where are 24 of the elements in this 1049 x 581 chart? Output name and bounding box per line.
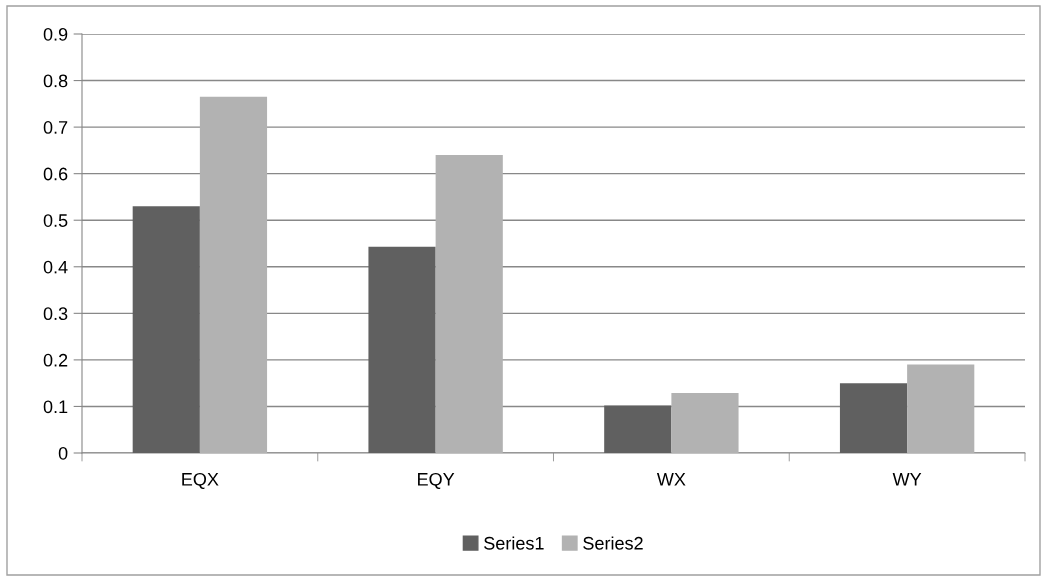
y-tick-label: 0.5 — [43, 214, 68, 227]
x-tick-label: WY — [892, 473, 922, 486]
y-tick-label: 0.4 — [43, 260, 68, 274]
y-tick-label: 0 — [58, 446, 68, 460]
x-tick-label: EQX — [182, 472, 219, 489]
bar — [907, 364, 975, 453]
bar — [435, 155, 503, 453]
bar — [199, 96, 268, 453]
bar — [671, 392, 739, 453]
y-tick-label: 0.7 — [43, 121, 68, 134]
bar — [132, 206, 200, 453]
x-tick-label: EQY — [418, 472, 455, 489]
y-tick-label: 0.6 — [43, 167, 68, 181]
x-tick-label: WX — [656, 473, 686, 486]
y-tick-label: 0.8 — [43, 74, 68, 88]
legend-label: Series2 — [583, 536, 643, 550]
y-tick-label: 0.1 — [43, 400, 68, 414]
bar — [368, 246, 436, 453]
legend-label: Series1 — [484, 536, 544, 550]
bar — [839, 383, 908, 453]
y-tick-label: 0.9 — [43, 27, 68, 41]
y-tick-label: 0.2 — [43, 353, 68, 367]
y-tick-label: 0.3 — [43, 307, 68, 321]
bar — [604, 405, 672, 453]
